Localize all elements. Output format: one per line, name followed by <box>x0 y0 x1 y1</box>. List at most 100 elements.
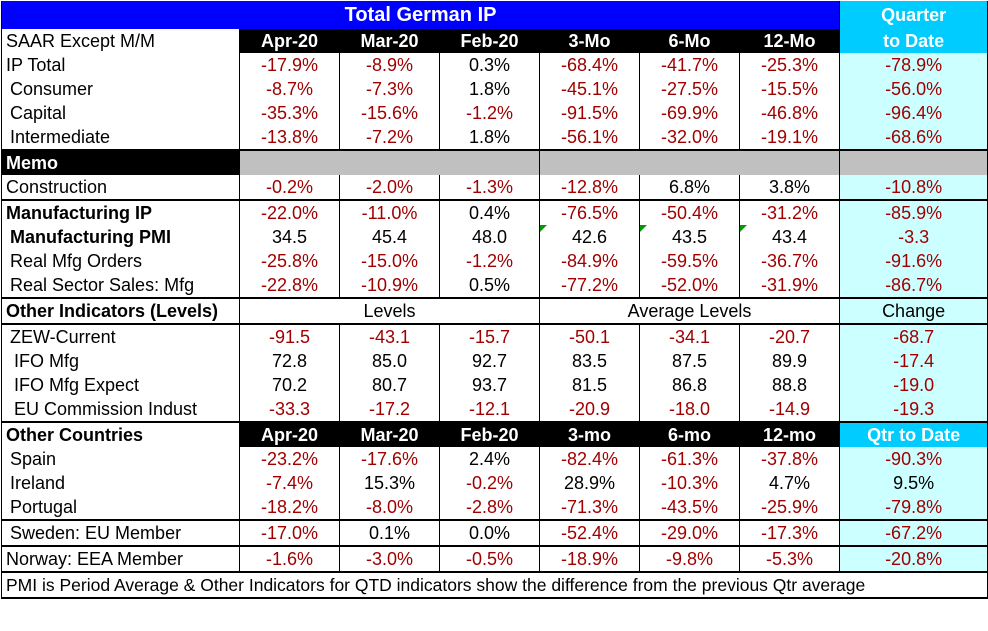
value-cell: 1.8% <box>439 77 540 101</box>
col-header-mar: Mar-20 <box>339 29 440 53</box>
table-title: Total German IP <box>0 1 841 29</box>
value-cell: -17.9% <box>239 53 340 77</box>
value-cell: -18.9% <box>539 545 640 572</box>
row-label: Construction <box>1 175 240 200</box>
qtd-cell: -86.7% <box>839 273 988 298</box>
value-cell: -52.4% <box>539 519 640 546</box>
table-row: EU Commission Indust -33.3 -17.2 -12.1 -20.9… <box>1 397 988 422</box>
value-cell: 48.0 <box>439 225 540 249</box>
value-cell: -20.9 <box>539 397 640 422</box>
value-cell: -45.1% <box>539 77 640 101</box>
value-cell: -12.1 <box>439 397 540 422</box>
value-cell: -25.9% <box>738 495 841 520</box>
value-cell: -5.3% <box>738 545 841 572</box>
qtd-cell: -91.6% <box>839 249 988 273</box>
value-cell: 15.3% <box>339 471 440 495</box>
table-row: Sweden: EU Member -17.0% 0.1% 0.0% -52.4% -29… <box>1 519 988 546</box>
value-cell: -8.7% <box>239 77 340 101</box>
value-cell: 83.5 <box>539 349 640 373</box>
value-cell: -71.3% <box>539 495 640 520</box>
memo-gray-band <box>239 149 540 175</box>
oc-col-3mo: 3-mo <box>539 421 640 447</box>
value-cell: 0.1% <box>339 519 440 546</box>
value-cell: -20.7 <box>738 323 841 349</box>
value-cell: -17.3% <box>738 519 841 546</box>
qtd-cell: -85.9% <box>839 199 988 225</box>
col-header-feb: Feb-20 <box>439 29 540 53</box>
value-cell: -12.8% <box>539 175 640 200</box>
oc-col-apr: Apr-20 <box>239 421 340 447</box>
value-cell: -7.4% <box>239 471 340 495</box>
table-row: Real Sector Sales: Mfg -22.8% -10.9% 0.5% -7… <box>1 273 988 298</box>
value-cell: 81.5 <box>539 373 640 397</box>
value-cell: 80.7 <box>339 373 440 397</box>
value-cell: 93.7 <box>439 373 540 397</box>
value-cell: 43.4 <box>738 225 841 249</box>
mfg-rows: Manufacturing IP -22.0% -11.0% 0.4% -76.5% -5… <box>1 199 988 298</box>
value-cell: -56.1% <box>539 125 640 150</box>
value-cell: -11.0% <box>339 199 440 225</box>
row-label: EU Commission Indust <box>1 397 240 422</box>
value-cell: -15.7 <box>439 323 540 349</box>
value-cell: -14.9 <box>738 397 841 422</box>
value-cell: -22.0% <box>239 199 340 225</box>
value-cell: -91.5 <box>239 323 340 349</box>
value-cell: -3.0% <box>339 545 440 572</box>
value-cell: -43.1 <box>339 323 440 349</box>
qtd-cell: 9.5% <box>839 471 988 495</box>
qtd-cell: -10.8% <box>839 175 988 200</box>
saar-label: SAAR Except M/M <box>1 29 240 53</box>
qtd-cell: -68.7 <box>839 323 988 349</box>
other-indicators-rows: ZEW-Current -91.5 -43.1 -15.7 -50.1 -34.1 -20.… <box>1 323 988 422</box>
row-label: Ireland <box>1 471 240 495</box>
sweden-rows: Sweden: EU Member -17.0% 0.1% 0.0% -52.4% -29… <box>1 519 988 546</box>
value-cell: 1.8% <box>439 125 540 150</box>
row-label: Real Sector Sales: Mfg <box>1 273 240 298</box>
value-cell: -0.2% <box>239 175 340 200</box>
average-levels-header: Average Levels <box>538 297 841 324</box>
oc-qtd-header: Qtr to Date <box>839 421 988 447</box>
value-cell: -31.2% <box>738 199 841 225</box>
quarter-header-bottom: to Date <box>839 29 988 53</box>
row-label: Consumer <box>1 77 240 101</box>
value-cell: 86.8 <box>639 373 740 397</box>
value-cell: -29.0% <box>639 519 740 546</box>
value-cell: 6.8% <box>639 175 740 200</box>
value-cell: 34.5 <box>239 225 340 249</box>
value-cell: -50.1 <box>539 323 640 349</box>
col-header-12mo: 12-Mo <box>738 29 841 53</box>
value-cell: 0.0% <box>439 519 540 546</box>
value-cell: -18.2% <box>239 495 340 520</box>
value-cell: 0.4% <box>439 199 540 225</box>
table-row: Construction -0.2% -2.0% -1.3% -12.8% 6.8% 3.8… <box>1 175 988 200</box>
value-cell: -9.8% <box>639 545 740 572</box>
table-row: IFO Mfg Expect 70.2 80.7 93.7 81.5 86.8 88.8 -1… <box>1 373 988 397</box>
value-cell: 0.5% <box>439 273 540 298</box>
value-cell: -68.4% <box>539 53 640 77</box>
row-label: Spain <box>1 447 240 471</box>
table-row: ZEW-Current -91.5 -43.1 -15.7 -50.1 -34.1 -20.… <box>1 323 988 349</box>
value-cell: -17.2 <box>339 397 440 422</box>
qtd-cell: -19.0 <box>839 373 988 397</box>
row-label: Manufacturing PMI <box>1 225 240 249</box>
value-cell: 92.7 <box>439 349 540 373</box>
value-cell: -41.7% <box>639 53 740 77</box>
norway-rows: Norway: EEA Member -1.6% -3.0% -0.5% -18.9% -… <box>1 545 988 572</box>
value-cell: -1.3% <box>439 175 540 200</box>
value-cell: -1.2% <box>439 101 540 125</box>
value-cell: -27.5% <box>639 77 740 101</box>
col-header-apr: Apr-20 <box>239 29 340 53</box>
oc-col-6mo: 6-mo <box>639 421 740 447</box>
qtd-cell: -17.4 <box>839 349 988 373</box>
value-cell: -18.0 <box>639 397 740 422</box>
value-cell: 70.2 <box>239 373 340 397</box>
oc-col-mar: Mar-20 <box>339 421 440 447</box>
value-cell: -15.0% <box>339 249 440 273</box>
table-row: Capital -35.3% -15.6% -1.2% -91.5% -69.9% -46.… <box>1 101 988 125</box>
change-header: Change <box>839 297 988 324</box>
qtd-cell: -3.3 <box>839 225 988 249</box>
value-cell: -36.7% <box>738 249 841 273</box>
value-cell: -23.2% <box>239 447 340 471</box>
row-label: ZEW-Current <box>1 323 240 349</box>
